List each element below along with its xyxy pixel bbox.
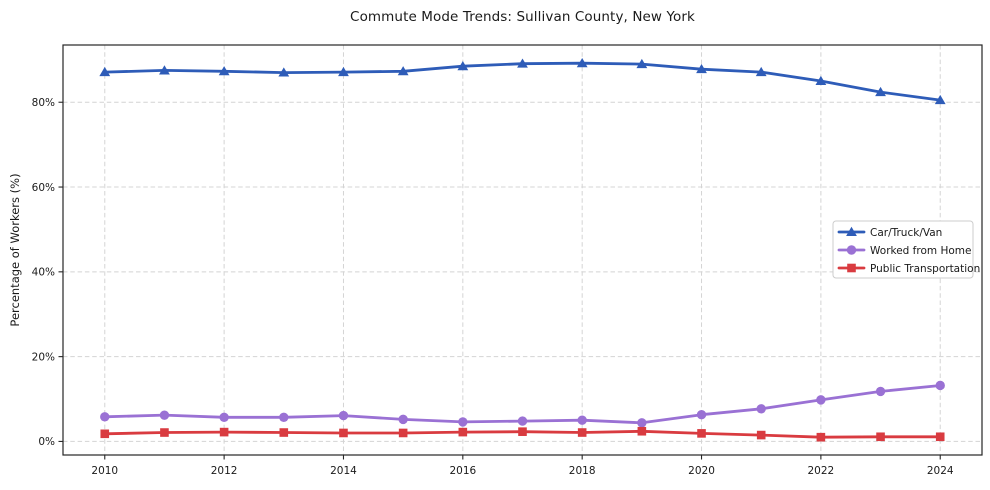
series-worked-from-home [100,380,945,428]
square-marker [876,432,885,442]
y-tick-label: 40% [32,267,55,279]
x-tick-label: 2018 [569,465,596,477]
x-tick-label: 2010 [91,465,118,477]
circle-marker [100,412,110,422]
y-tick-label: 60% [32,182,55,194]
x-tick-label: 2012 [211,465,238,477]
square-marker [339,428,348,438]
triangle-marker [397,66,409,76]
legend-label: Worked from Home [870,245,971,257]
square-marker [219,427,229,437]
triangle-marker [815,75,827,86]
series-public-transportation [100,426,945,442]
legend-box [832,220,974,279]
square-marker [279,428,289,437]
triangle-marker [934,94,946,105]
y-tick-label: 20% [32,351,55,363]
x-tick-label: 2016 [449,465,476,477]
series-line [103,61,942,102]
x-tick-label: 2024 [927,465,954,477]
triangle-marker [218,66,230,76]
circle-marker [816,395,826,405]
square-marker [458,427,468,437]
chart-title: Commute Mode Trends: Sullivan County, Ne… [350,9,695,25]
square-marker [100,429,110,439]
square-marker [637,426,647,436]
legend: Car/Truck/Van Worked from Home Public Tran… [832,220,980,279]
triangle-marker [517,58,528,68]
circle-marker [935,380,945,391]
legend-label: Public Transportation [870,263,980,275]
circle-marker [159,410,170,420]
axis-tick-labels: 2010 2012 2014 2016 2018 2020 2022 2024 0% 20% 40%… [32,97,954,477]
y-tick-label: 0% [38,436,55,448]
square-marker [160,428,169,437]
series-car-truck-van [99,58,946,105]
circle-marker [846,245,857,255]
x-tick-label: 2020 [688,465,715,477]
triangle-marker [278,67,290,77]
x-tick-label: 2022 [808,465,835,477]
triangle-marker [846,226,857,236]
square-marker [398,428,408,438]
triangle-marker [457,60,469,71]
circle-marker [517,416,528,426]
circle-marker [875,386,886,397]
legend-label: Car/Truck/Van [870,227,942,239]
circle-marker [338,410,349,421]
square-marker [756,430,766,440]
square-marker [847,263,856,273]
circle-marker [279,412,289,422]
square-marker [816,432,826,442]
legend-item-public-transportation: Public Transportation [837,263,980,275]
triangle-marker [755,66,767,77]
circle-marker [696,410,707,420]
legend-item-car-truck-van: Car/Truck/Van [837,226,942,239]
triangle-marker [576,58,588,68]
triangle-marker [99,66,111,77]
plot-border [62,44,983,456]
circle-marker [756,404,766,414]
triangle-marker [636,58,648,69]
gridlines [63,45,982,455]
y-tick-label: 80% [32,97,55,109]
square-marker [518,427,527,436]
circle-marker [458,417,468,427]
square-marker [697,429,706,438]
circle-marker [219,412,229,422]
circle-marker [577,415,587,425]
square-marker [577,428,587,437]
square-marker [935,432,945,442]
axis-ticks [58,101,941,460]
triangle-marker [338,66,349,77]
legend-item-worked-from-home: Worked from Home [837,245,971,257]
x-tick-label: 2014 [330,465,357,477]
triangle-marker [696,63,707,74]
triangle-marker [875,86,886,97]
triangle-marker [159,65,170,75]
circle-marker [637,418,647,428]
circle-marker [398,414,408,425]
